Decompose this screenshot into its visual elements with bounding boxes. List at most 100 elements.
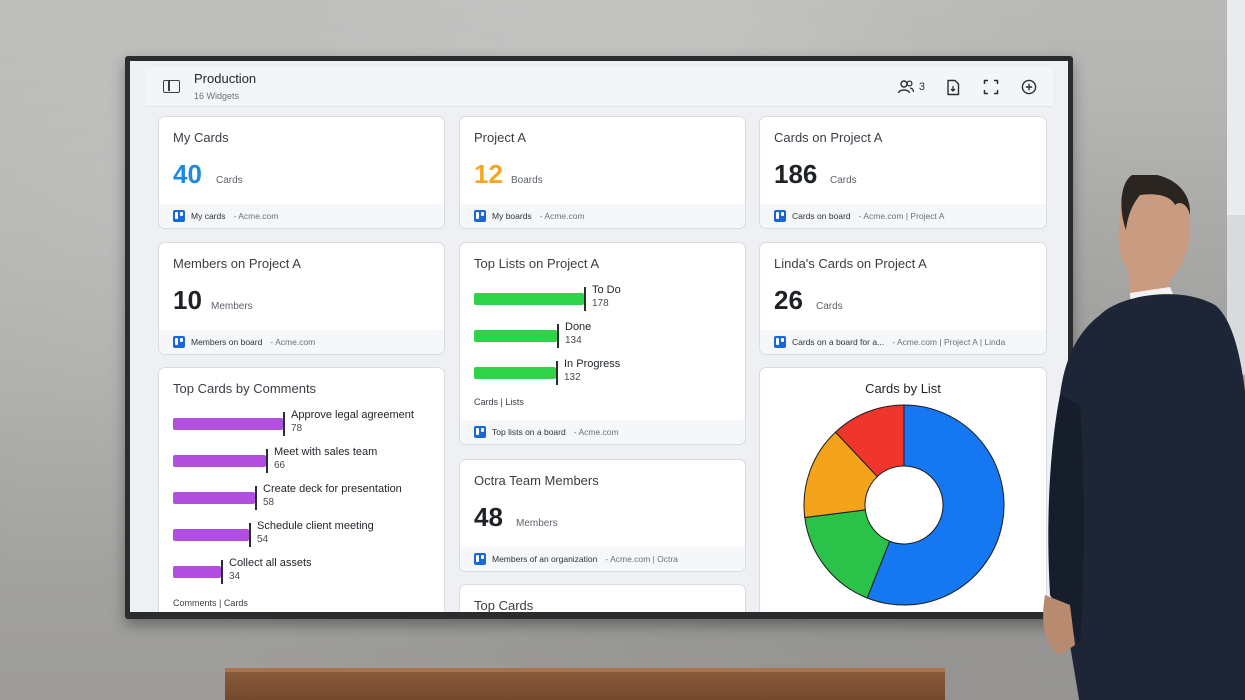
my-cards-widget[interactable]: My Cards 40 Cards My cards - Acme.com [158, 116, 445, 229]
cards-by-list-widget[interactable]: Cards by List [759, 367, 1047, 612]
bar-label: In Progress [564, 358, 621, 370]
footer-label: Top lists on a board [492, 427, 566, 437]
widget-value: 12 [474, 159, 503, 189]
trello-logo-icon [474, 553, 486, 565]
widget-count: 16 Widgets [194, 91, 240, 101]
widget-value: 26 [774, 285, 803, 315]
widget-unit: Cards [216, 175, 243, 186]
members-count: 3 [918, 81, 925, 93]
bar-label: Done [565, 321, 592, 333]
trello-logo-icon [774, 336, 786, 348]
bar-end-tick [221, 560, 223, 584]
footer-label: Members on board [191, 337, 263, 347]
widget-unit: Cards [830, 175, 857, 186]
bar-label: Schedule client meeting [257, 520, 374, 532]
bar-label: Meet with sales team [274, 446, 378, 458]
bar-end-tick [283, 412, 285, 436]
dashboard-screen: Production 16 Widgets 3 [130, 61, 1068, 612]
axis-caption: Comments | Cards [173, 598, 248, 608]
footer-label: Members of an organization [492, 554, 598, 564]
bar-value: 178 [592, 298, 609, 309]
widget-unit: Members [516, 518, 558, 529]
lindas-cards-widget[interactable]: Linda's Cards on Project A 26 Cards Card… [759, 242, 1047, 355]
widget-value: 40 [173, 159, 202, 189]
sidebar-toggle-icon[interactable] [163, 80, 180, 93]
trello-logo-icon [173, 210, 185, 222]
bar-row[interactable]: Collect all assets 34 [173, 557, 433, 584]
bar-end-tick [584, 287, 586, 311]
footer-label: My cards [191, 211, 226, 221]
widget-title: Top Lists on Project A [474, 256, 600, 271]
person-figure [1043, 175, 1245, 700]
donut-chart [803, 404, 1005, 606]
widget-unit: Boards [511, 175, 543, 186]
bar-value: 34 [229, 571, 241, 582]
top-cards-by-comments-widget[interactable]: Top Cards by Comments Approve legal agre… [158, 367, 445, 612]
bar [474, 330, 557, 342]
bar-value: 78 [291, 423, 303, 434]
table-edge [225, 668, 945, 674]
bar-value: 54 [257, 534, 269, 545]
bar-row[interactable]: To Do 178 [474, 284, 734, 311]
donut-slice[interactable] [834, 404, 905, 478]
fullscreen-icon [983, 79, 999, 95]
bar-end-tick [255, 486, 257, 510]
footer-source: - Acme.com | Project A [858, 211, 945, 221]
members-button[interactable]: 3 [897, 79, 925, 95]
bar-row[interactable]: Meet with sales team 66 [173, 446, 433, 473]
export-button[interactable] [943, 77, 963, 97]
trello-logo-icon [774, 210, 786, 222]
bar-label: Create deck for presentation [263, 483, 402, 495]
axis-caption: Cards | Lists [474, 397, 524, 407]
top-cards-widget[interactable]: Top Cards [459, 584, 746, 612]
widget-title: Members on Project A [173, 256, 301, 271]
bar [474, 293, 584, 305]
wooden-table [225, 672, 945, 700]
widget-footer: Members of an organization - Acme.com | … [460, 547, 745, 571]
bar-value: 132 [564, 372, 581, 383]
bar [173, 492, 255, 504]
bar-value: 58 [263, 497, 275, 508]
bar-label: Collect all assets [229, 557, 312, 569]
widget-value: 10 [173, 285, 202, 315]
bar-label: To Do [592, 284, 621, 296]
footer-source: - Acme.com | Project A | Linda [892, 337, 1006, 347]
bar-row[interactable]: Approve legal agreement 78 [173, 409, 433, 436]
project-a-widget[interactable]: Project A 12 Boards My boards - Acme.com [459, 116, 746, 229]
bar-end-tick [556, 361, 558, 385]
bar [173, 529, 249, 541]
footer-label: Cards on a board for a... [792, 337, 885, 347]
add-widget-button[interactable] [1019, 77, 1039, 97]
widget-title: Cards on Project A [774, 130, 883, 145]
bar [474, 367, 556, 379]
members-on-project-a-widget[interactable]: Members on Project A 10 Members Members … [158, 242, 445, 355]
widget-footer: My cards - Acme.com [159, 204, 444, 228]
widget-title: Linda's Cards on Project A [774, 256, 927, 271]
footer-source: - Acme.com [539, 211, 585, 221]
fullscreen-button[interactable] [981, 77, 1001, 97]
bar-value: 66 [274, 460, 286, 471]
bar [173, 455, 266, 467]
bar-row[interactable]: Done 134 [474, 321, 734, 348]
donut-slice[interactable] [866, 404, 1005, 606]
plus-circle-icon [1021, 79, 1037, 95]
download-file-icon [947, 79, 960, 95]
widget-footer: Members on board - Acme.com [159, 330, 444, 354]
widget-title: My Cards [173, 130, 229, 145]
widget-unit: Members [211, 301, 253, 312]
bar-row[interactable]: In Progress 132 [474, 358, 734, 385]
bar [173, 566, 221, 578]
widget-footer: Cards on a board for a... - Acme.com | P… [760, 330, 1046, 354]
cards-on-project-a-widget[interactable]: Cards on Project A 186 Cards Cards on bo… [759, 116, 1047, 229]
dashboard-header: Production 16 Widgets 3 [145, 67, 1053, 107]
bar-row[interactable]: Create deck for presentation 58 [173, 483, 433, 510]
trello-logo-icon [173, 336, 185, 348]
trello-logo-icon [474, 210, 486, 222]
bar-end-tick [266, 449, 268, 473]
widget-value: 186 [774, 159, 818, 189]
top-lists-widget[interactable]: Top Lists on Project A To Do 178 Done 134 In… [459, 242, 746, 445]
octra-team-members-widget[interactable]: Octra Team Members 48 Members Members of… [459, 459, 746, 572]
bar-value: 134 [565, 335, 582, 346]
footer-source: - Acme.com [233, 211, 279, 221]
bar-row[interactable]: Schedule client meeting 54 [173, 520, 433, 547]
